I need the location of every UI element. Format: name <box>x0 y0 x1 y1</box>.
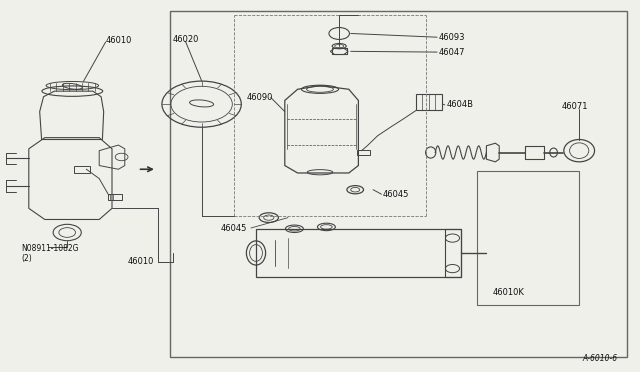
Text: 46020: 46020 <box>172 35 199 44</box>
Text: 46047: 46047 <box>438 48 465 57</box>
Bar <box>416 94 442 110</box>
Bar <box>108 194 122 200</box>
Bar <box>74 166 90 173</box>
Bar <box>256 229 461 277</box>
Text: 4604B: 4604B <box>447 100 474 109</box>
Text: 46045: 46045 <box>220 224 246 232</box>
Text: A-6010-6: A-6010-6 <box>582 354 618 363</box>
Text: 46071: 46071 <box>561 102 588 111</box>
Text: 46010K: 46010K <box>493 288 525 296</box>
Text: N08911-1082G
(2): N08911-1082G (2) <box>21 244 79 263</box>
Text: 46093: 46093 <box>438 33 465 42</box>
Text: 46090: 46090 <box>246 93 273 102</box>
Bar <box>357 150 370 155</box>
Text: 46010: 46010 <box>106 36 132 45</box>
Bar <box>477 171 579 305</box>
Text: 46045: 46045 <box>383 190 409 199</box>
Text: 46010: 46010 <box>128 257 154 266</box>
Bar <box>170 11 627 357</box>
